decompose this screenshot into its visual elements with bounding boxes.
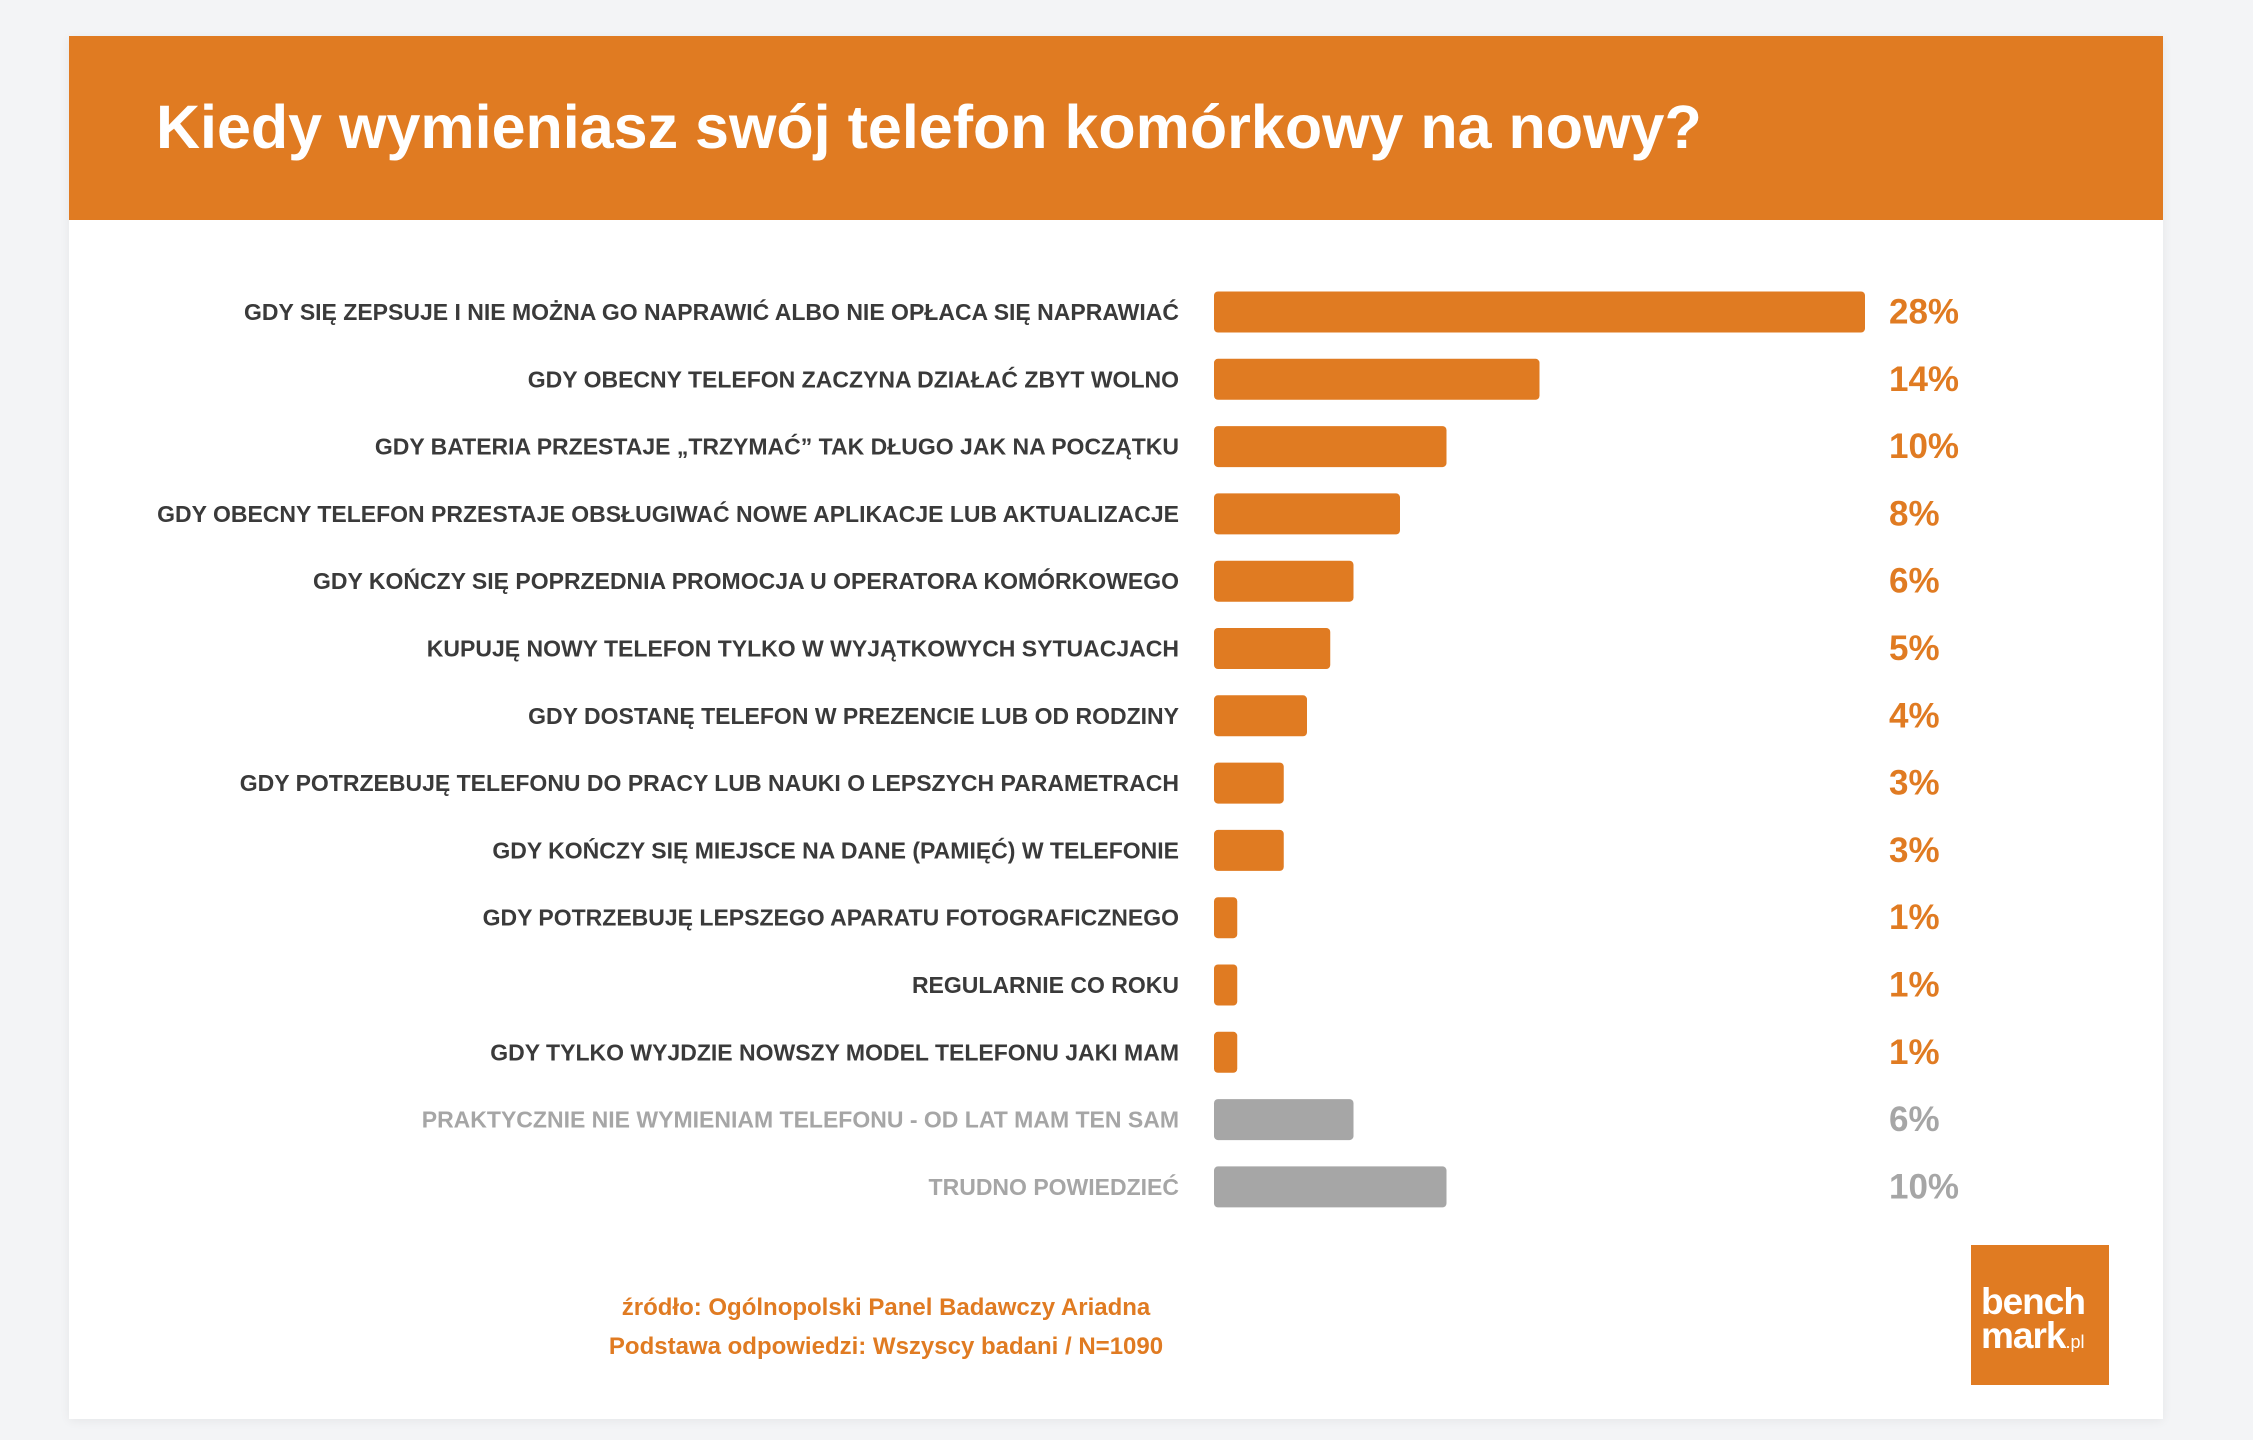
category-label-gdy-obecny-telefon-zaczyna-dzialac-zbyt-: GDY OBECNY TELEFON ZACZYNA DZIAŁAĆ ZBYT …: [528, 365, 1179, 392]
chart-title: Kiedy wymieniasz swój telefon komórkowy …: [156, 93, 1702, 161]
value-label-trudno-powiedziec: 10%: [1889, 1167, 1959, 1206]
value-label-gdy-dostane-telefon-w-prezencie-lub-od-r: 4%: [1889, 696, 1940, 735]
logo-text-mark: mark: [1981, 1315, 2066, 1356]
category-label-kupuje-nowy-telefon-tylko-w-wyjatkowych-: KUPUJĘ NOWY TELEFON TYLKO W WYJĄTKOWYCH …: [427, 636, 1179, 662]
bar-chart: GDY SIĘ ZEPSUJE I NIE MOŻNA GO NAPRAWIĆ …: [157, 291, 1959, 1208]
category-label-gdy-potrzebuje-lepszego-aparatu-fotograf: GDY POTRZEBUJĘ LEPSZEGO APARATU FOTOGRAF…: [483, 905, 1179, 931]
bar-trudno-powiedziec: [1214, 1166, 1447, 1208]
bar-gdy-potrzebuje-telefonu-do-pracy-lub-nau: [1214, 762, 1284, 804]
bar-gdy-sie-zepsuje-i-nie-mozna-go-naprawic-: [1214, 291, 1865, 333]
category-label-gdy-potrzebuje-telefonu-do-pracy-lub-nau: GDY POTRZEBUJĘ TELEFONU DO PRACY LUB NAU…: [240, 770, 1179, 796]
value-label-gdy-bateria-przestaje-trzymac-tak-dlugo-: 10%: [1889, 427, 1959, 466]
value-label-gdy-potrzebuje-lepszego-aparatu-fotograf: 1%: [1889, 898, 1940, 937]
category-label-gdy-obecny-telefon-przestaje-obslugiwac-: GDY OBECNY TELEFON PRZESTAJE OBSŁUGIWAĆ …: [157, 500, 1179, 527]
bar-praktycznie-nie-wymieniam-telefonu-od-la: [1214, 1099, 1354, 1141]
category-label-gdy-konczy-sie-poprzednia-promocja-u-ope: GDY KOŃCZY SIĘ POPRZEDNIA PROMOCJA U OPE…: [313, 567, 1179, 594]
value-label-gdy-konczy-sie-poprzednia-promocja-u-ope: 6%: [1889, 562, 1940, 601]
value-label-kupuje-nowy-telefon-tylko-w-wyjatkowych-: 5%: [1889, 629, 1940, 668]
bar-gdy-obecny-telefon-zaczyna-dzialac-zbyt-: [1214, 358, 1540, 400]
category-label-regularnie-co-roku: REGULARNIE CO ROKU: [912, 972, 1179, 998]
value-label-gdy-sie-zepsuje-i-nie-mozna-go-naprawic-: 28%: [1889, 293, 1959, 332]
chart-card: Kiedy wymieniasz swój telefon komórkowy …: [69, 36, 2163, 1419]
value-label-gdy-tylko-wyjdzie-nowszy-model-telefonu-: 1%: [1889, 1033, 1940, 1072]
category-label-gdy-sie-zepsuje-i-nie-mozna-go-naprawic-: GDY SIĘ ZEPSUJE I NIE MOŻNA GO NAPRAWIĆ …: [244, 298, 1179, 325]
value-label-praktycznie-nie-wymieniam-telefonu-od-la: 6%: [1889, 1100, 1940, 1139]
bar-gdy-konczy-sie-poprzednia-promocja-u-ope: [1214, 560, 1354, 602]
source-note: źródło: Ogólnopolski Panel Badawczy Aria…: [621, 1294, 1151, 1321]
bar-gdy-bateria-przestaje-trzymac-tak-dlugo-: [1214, 426, 1447, 468]
bar-gdy-potrzebuje-lepszego-aparatu-fotograf: [1214, 897, 1238, 939]
value-label-gdy-konczy-sie-miejsce-na-dane-pamiec-w-: 3%: [1889, 831, 1940, 870]
category-label-gdy-konczy-sie-miejsce-na-dane-pamiec-w-: GDY KOŃCZY SIĘ MIEJSCE NA DANE (PAMIĘĆ) …: [492, 836, 1179, 863]
category-label-praktycznie-nie-wymieniam-telefonu-od-la: PRAKTYCZNIE NIE WYMIENIAM TELEFONU - OD …: [422, 1107, 1179, 1133]
bar-gdy-tylko-wyjdzie-nowszy-model-telefonu-: [1214, 1031, 1238, 1073]
header-banner: Kiedy wymieniasz swój telefon komórkowy …: [69, 36, 2163, 220]
logo-suffix: .pl: [2065, 1332, 2085, 1352]
sample-base-note: Podstawa odpowiedzi: Wszyscy badani / N=…: [608, 1333, 1164, 1360]
value-label-gdy-obecny-telefon-przestaje-obslugiwac-: 8%: [1889, 494, 1940, 533]
bar-gdy-konczy-sie-miejsce-na-dane-pamiec-w-: [1214, 829, 1284, 871]
logo-text-line-1: bench: [1981, 1281, 2086, 1322]
category-label-gdy-dostane-telefon-w-prezencie-lub-od-r: GDY DOSTANĘ TELEFON W PREZENCIE LUB OD R…: [528, 703, 1179, 729]
value-label-gdy-potrzebuje-telefonu-do-pracy-lub-nau: 3%: [1889, 764, 1940, 803]
value-label-gdy-obecny-telefon-zaczyna-dzialac-zbyt-: 14%: [1889, 360, 1959, 399]
category-label-gdy-bateria-przestaje-trzymac-tak-dlugo-: GDY BATERIA PRZESTAJE „TRZYMAĆ” TAK DŁUG…: [375, 433, 1179, 460]
bar-gdy-dostane-telefon-w-prezencie-lub-od-r: [1214, 695, 1307, 737]
benchmark-logo: bench mark.pl: [1971, 1245, 2109, 1385]
category-label-trudno-powiedziec: TRUDNO POWIEDZIEĆ: [929, 1173, 1179, 1200]
logo-text-line-2: mark.pl: [1981, 1317, 2084, 1354]
bar-gdy-obecny-telefon-przestaje-obslugiwac-: [1214, 493, 1400, 535]
value-label-regularnie-co-roku: 1%: [1889, 966, 1940, 1005]
bar-regularnie-co-roku: [1214, 964, 1238, 1006]
category-label-gdy-tylko-wyjdzie-nowszy-model-telefonu-: GDY TYLKO WYJDZIE NOWSZY MODEL TELEFONU …: [490, 1039, 1179, 1065]
bar-kupuje-nowy-telefon-tylko-w-wyjatkowych-: [1214, 628, 1331, 669]
